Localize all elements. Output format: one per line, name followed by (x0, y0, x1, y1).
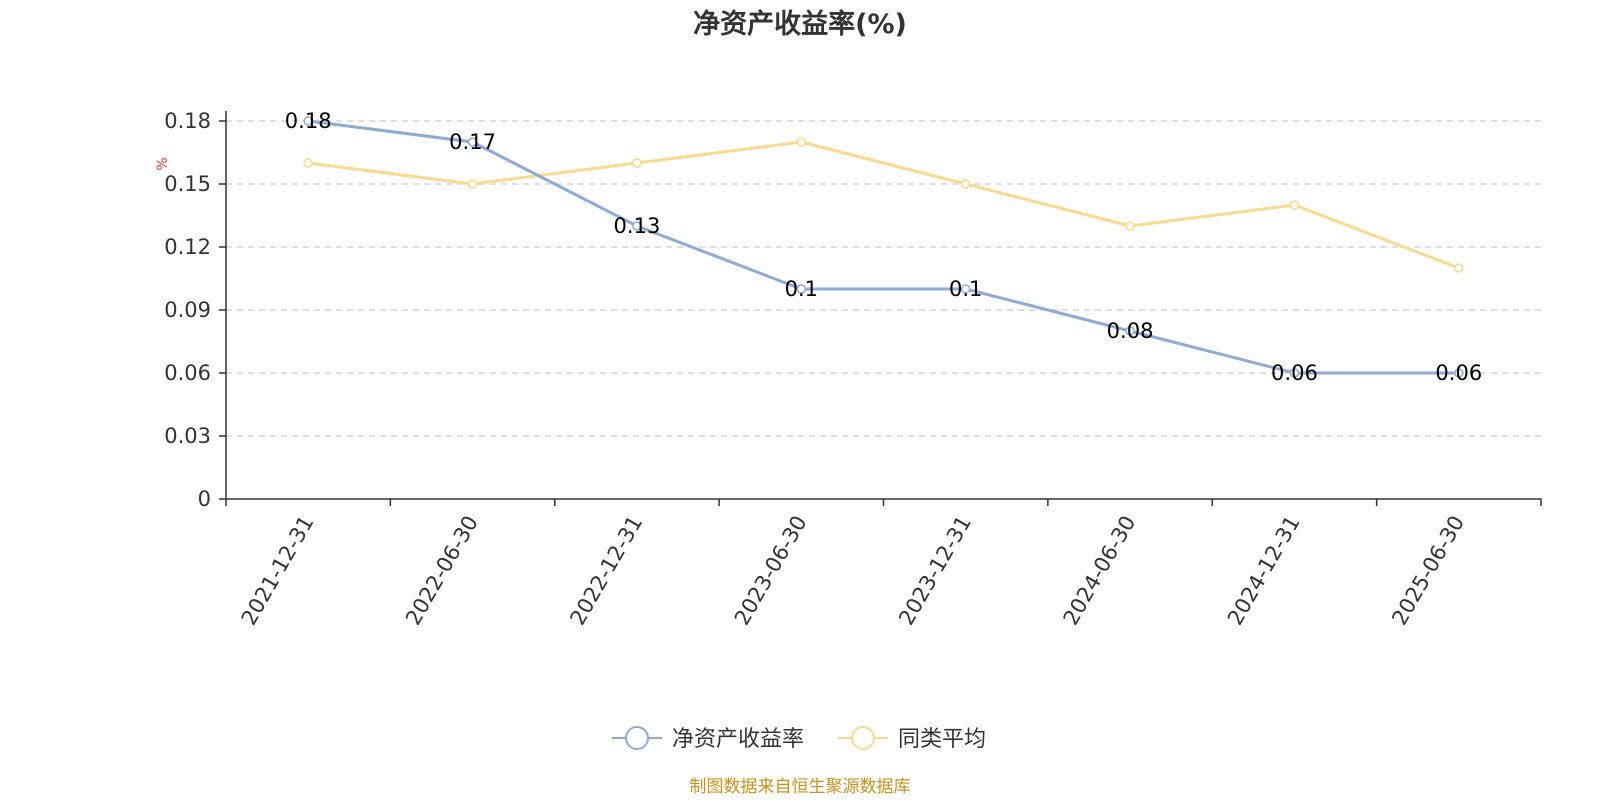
data-point-1[interactable] (1125, 221, 1135, 231)
series-line-0 (307, 119, 1459, 375)
data-point-0[interactable] (796, 284, 807, 294)
data-point-1[interactable] (467, 179, 478, 189)
x-tick-label: 2022-12-31 (565, 512, 647, 630)
data-label: 0.18 (285, 109, 332, 133)
x-tick-label: 2021-12-31 (237, 512, 319, 630)
x-tick-label: 2024-12-31 (1223, 512, 1305, 630)
data-label: 0.1 (785, 277, 818, 301)
data-label: 0.17 (449, 130, 496, 154)
legend-marker (625, 726, 649, 750)
x-tick-label: 2024-06-30 (1059, 512, 1141, 630)
data-point-0[interactable] (1454, 368, 1464, 378)
series-line-1 (307, 140, 1460, 270)
data-point-0[interactable] (467, 137, 478, 147)
y-tick-label: 0.15 (164, 172, 211, 196)
x-tick-label: 2023-12-31 (894, 512, 976, 630)
source-note: 制图数据来自恒生聚源数据库 (690, 777, 911, 797)
data-point-1[interactable] (960, 179, 971, 189)
data-label: 0.06 (1435, 361, 1482, 385)
legend[interactable]: 净资产收益率 同类平均 (612, 726, 986, 752)
y-tick-label: 0.12 (164, 235, 211, 259)
data-point-1[interactable] (303, 158, 313, 168)
legend-item-0[interactable]: 净资产收益率 (612, 726, 804, 752)
data-label: 0.06 (1271, 361, 1318, 385)
y-tick-label: 0.03 (164, 424, 211, 448)
x-tick-label: 2022-06-30 (401, 512, 483, 630)
y-tick-label: 0 (198, 487, 211, 511)
x-tick-label: 2025-06-30 (1387, 512, 1469, 630)
data-point-0[interactable] (303, 116, 313, 126)
legend-label: 同类平均 (898, 727, 986, 752)
data-point-1[interactable] (632, 158, 642, 168)
data-point-0[interactable] (632, 221, 642, 231)
data-label: 0.1 (949, 277, 982, 301)
series-layer (303, 116, 1464, 378)
legend-label: 净资产收益率 (672, 727, 804, 752)
x-tick-label: 2023-06-30 (730, 512, 812, 630)
data-labels: 0.18 0.17 0.13 0.1 0.1 0.08 0.06 0.06 (285, 109, 1482, 385)
data-point-1[interactable] (1289, 200, 1300, 210)
legend-item-1[interactable]: 同类平均 (838, 726, 986, 752)
data-point-0[interactable] (1125, 326, 1135, 336)
y-tick-label: 0.09 (164, 298, 211, 322)
y-axis-unit: % (155, 157, 171, 170)
data-point-0[interactable] (960, 284, 971, 294)
data-point-0[interactable] (1289, 368, 1300, 378)
y-tick-label: 0.18 (164, 109, 211, 133)
chart-title: 净资产收益率(%) (693, 8, 907, 40)
grid-lines (226, 120, 1541, 437)
data-point-1[interactable] (796, 137, 807, 147)
data-point-1[interactable] (1454, 263, 1464, 273)
data-label: 0.13 (614, 214, 661, 238)
axes: 0 0.03 0.06 0.09 0.12 0.15 0.18 2021-12-31 2022-… (164, 109, 1542, 630)
legend-marker (851, 726, 875, 750)
data-label: 0.08 (1107, 319, 1154, 343)
y-tick-label: 0.06 (164, 361, 211, 385)
